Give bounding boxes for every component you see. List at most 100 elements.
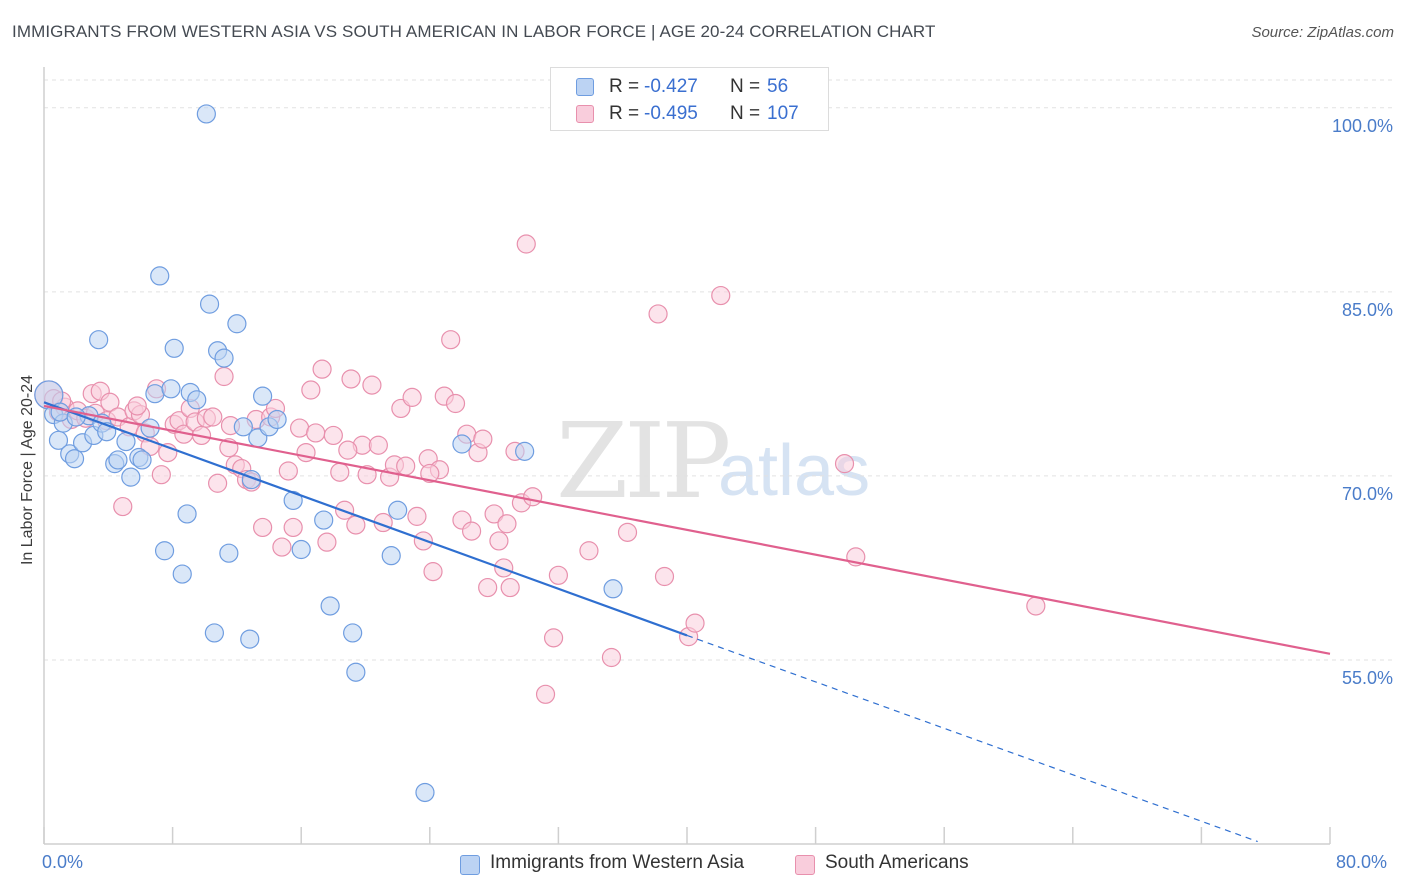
point-south-americans: [113, 496, 133, 517]
point-south-americans: [461, 521, 482, 541]
point-western-asia: [64, 449, 85, 469]
point-western-asia: [381, 546, 401, 566]
point-south-americans: [423, 562, 443, 582]
point-south-americans: [579, 541, 599, 561]
point-south-americans: [445, 393, 466, 414]
bottom-legend-swatch-blue: [460, 855, 480, 875]
legend-row-western-asia: R = -0.427 N = 56: [551, 74, 828, 100]
y-tick-label: 85.0%: [1342, 300, 1393, 320]
point-western-asia: [227, 314, 247, 334]
legend-r-value: -0.495: [644, 103, 698, 124]
point-western-asia: [240, 629, 260, 649]
point-western-asia: [204, 623, 224, 643]
point-western-asia: [283, 490, 303, 511]
point-south-americans: [203, 407, 223, 427]
point-south-americans: [368, 435, 388, 455]
point-south-americans: [323, 425, 343, 446]
legend-swatch-pink: [576, 105, 594, 123]
point-south-americans: [402, 387, 422, 407]
point-western-asia: [89, 330, 109, 350]
point-western-asia: [267, 409, 287, 430]
legend-swatch-blue: [576, 78, 594, 96]
trend-lines: [43, 401, 1331, 843]
point-south-americans: [100, 392, 120, 412]
legend-n-label: N =: [730, 103, 761, 124]
point-western-asia: [214, 348, 234, 368]
trend-line-western-asia: [43, 401, 688, 637]
point-south-americans: [278, 461, 298, 481]
point-western-asia: [108, 450, 128, 470]
point-western-asia: [199, 294, 220, 314]
point-western-asia: [388, 500, 408, 520]
chart-title: IMMIGRANTS FROM WESTERN ASIA VS SOUTH AM…: [12, 22, 936, 41]
point-western-asia: [132, 450, 152, 470]
point-south-americans: [834, 454, 855, 474]
point-south-americans: [523, 487, 543, 507]
point-western-asia: [291, 539, 311, 560]
y-tick-label: 55.0%: [1342, 668, 1393, 688]
y-tick-label: 70.0%: [1342, 484, 1393, 504]
point-western-asia: [452, 434, 472, 454]
point-south-americans: [500, 577, 520, 598]
point-south-americans: [272, 537, 292, 557]
point-south-americans: [208, 473, 228, 493]
legend-n-value: 56: [767, 76, 789, 97]
point-south-americans: [617, 522, 638, 542]
point-south-americans: [685, 613, 705, 633]
point-south-americans: [516, 234, 536, 254]
point-south-americans: [312, 359, 332, 379]
point-western-asia: [253, 386, 273, 406]
point-south-americans: [473, 429, 493, 449]
point-south-americans: [543, 628, 564, 648]
point-south-americans: [478, 577, 498, 598]
point-south-americans: [548, 565, 569, 585]
point-south-americans: [1026, 596, 1046, 616]
grid-lines: [44, 79, 1395, 661]
point-western-asia: [154, 541, 175, 561]
point-western-asia: [187, 390, 207, 410]
trend-line-south-americans: [43, 404, 1331, 655]
point-south-americans: [127, 396, 147, 416]
point-south-americans: [601, 647, 622, 668]
point-western-asia: [196, 104, 216, 124]
point-south-americans: [330, 462, 350, 482]
series-south-americans: [34, 234, 1046, 704]
point-western-asia: [145, 384, 165, 404]
y-tick-label: 100.0%: [1332, 116, 1393, 136]
point-western-asia: [121, 467, 141, 487]
point-western-asia: [320, 596, 340, 616]
point-south-americans: [214, 366, 234, 387]
series-western-asia: [34, 104, 623, 803]
source-label: Source: ZipAtlas.com: [1251, 24, 1394, 41]
trend-line-western-asia-extension: [686, 634, 1258, 843]
point-south-americans: [341, 369, 361, 389]
point-western-asia: [172, 564, 192, 584]
point-south-americans: [535, 684, 556, 704]
point-south-americans: [407, 506, 427, 526]
point-western-asia: [515, 441, 535, 461]
point-south-americans: [711, 285, 731, 306]
point-western-asia: [177, 504, 197, 524]
point-western-asia: [314, 510, 334, 530]
correlation-legend: R = -0.427 N = 56 R = -0.495 N = 107: [550, 67, 829, 131]
point-western-asia: [603, 579, 623, 599]
point-south-americans: [648, 304, 668, 324]
point-western-asia: [164, 338, 184, 358]
point-western-asia: [343, 623, 363, 643]
point-south-americans: [441, 330, 461, 350]
point-south-americans: [420, 463, 440, 484]
legend-r-value: -0.427: [644, 76, 698, 97]
bottom-legend-label: Immigrants from Western Asia: [490, 852, 745, 873]
legend-n-value: 107: [767, 103, 799, 124]
x-tick-max: 80.0%: [1336, 852, 1388, 872]
point-south-americans: [338, 440, 358, 460]
x-tick-min: 0.0%: [42, 852, 84, 872]
point-western-asia: [161, 379, 181, 399]
y-tick-labels: 55.0% 70.0% 85.0% 100.0%: [1332, 116, 1393, 688]
point-western-asia: [219, 543, 239, 563]
legend-r-label: R =: [609, 103, 640, 124]
point-south-americans: [497, 514, 517, 534]
point-south-americans: [489, 531, 509, 551]
point-western-asia: [415, 782, 435, 803]
point-south-americans: [396, 456, 416, 476]
